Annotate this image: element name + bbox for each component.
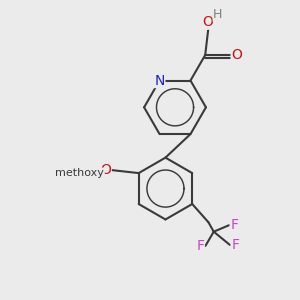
Text: N: N [154, 74, 165, 88]
Text: F: F [230, 218, 238, 232]
Text: O: O [203, 15, 214, 29]
Text: F: F [231, 238, 239, 252]
Text: H: H [213, 8, 223, 21]
Text: O: O [100, 163, 111, 177]
Text: F: F [196, 239, 204, 253]
Text: O: O [231, 48, 242, 62]
Text: methoxy: methoxy [56, 168, 104, 178]
